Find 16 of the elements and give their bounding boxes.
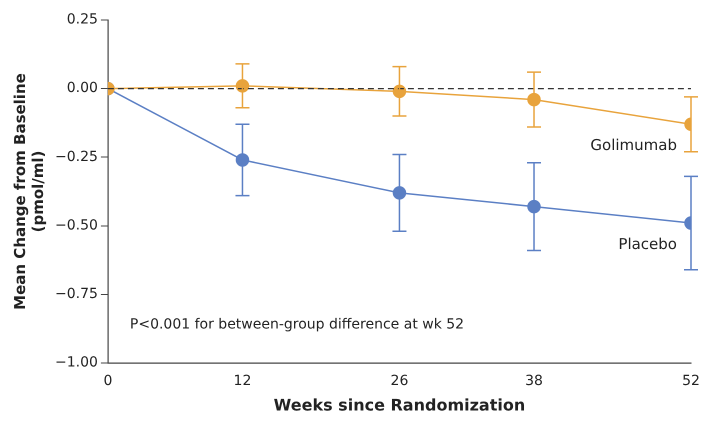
- y-axis-title: Mean Change from Baseline (pmol/ml): [10, 73, 47, 310]
- y-tick-label: 0.00: [66, 80, 98, 96]
- y-tick-label: −0.25: [54, 148, 98, 165]
- x-tick-label: 26: [390, 373, 408, 390]
- series-label: Placebo: [618, 234, 677, 253]
- x-tick-label: 0: [103, 373, 112, 390]
- y-tick-label: −0.50: [54, 217, 98, 234]
- y-tick-label: −1.00: [54, 354, 98, 371]
- x-axis-title: Weeks since Randomization: [274, 396, 526, 415]
- series-label: Golimumab: [590, 136, 677, 154]
- y-tick-label: 0.25: [66, 12, 98, 28]
- x-tick-label: 12: [234, 373, 252, 390]
- x-tick-label: 52: [682, 373, 700, 390]
- x-tick-label: 38: [525, 373, 543, 390]
- y-tick-label: −0.75: [54, 286, 98, 302]
- annotation: P<0.001 for between-group difference at wk 52: [130, 316, 464, 333]
